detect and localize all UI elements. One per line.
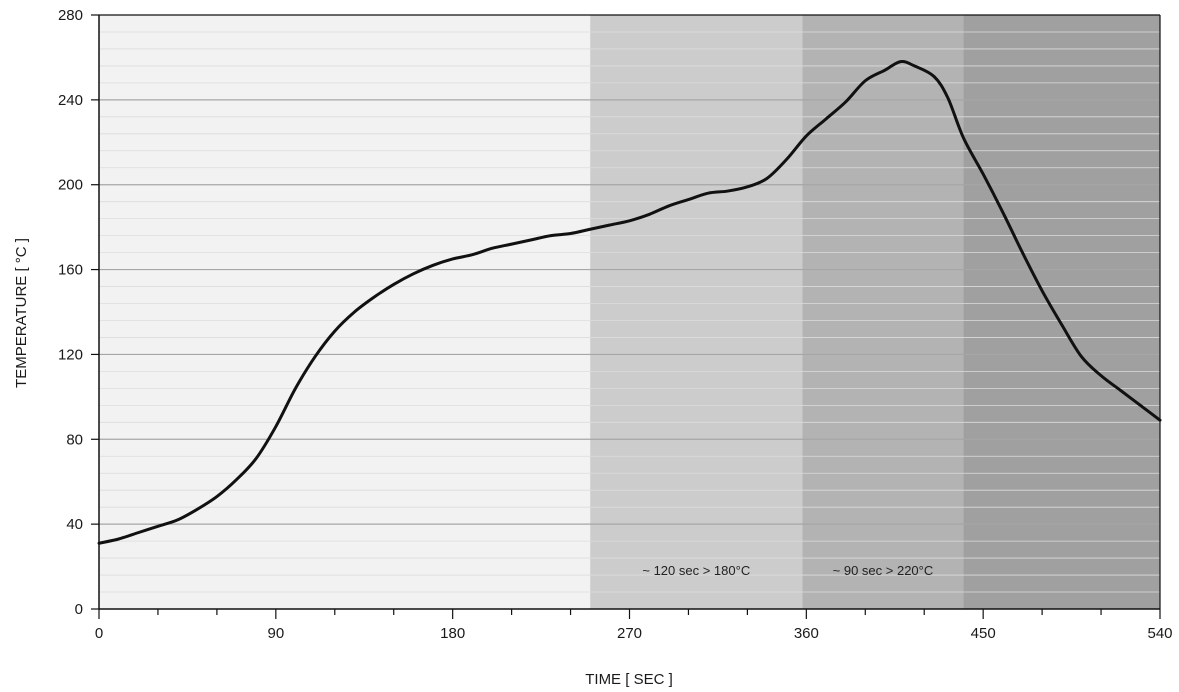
- x-tick-label: 90: [267, 625, 284, 642]
- y-tick-label: 40: [66, 516, 83, 533]
- axes: [91, 14, 1161, 619]
- zone-bands: [99, 15, 1160, 609]
- x-tick-label: 180: [440, 625, 465, 642]
- series-line-0: [97, 60, 1162, 545]
- gridlines: [99, 31, 1160, 593]
- y-tick-label: 240: [58, 92, 83, 109]
- tick-labels: 0 90 180 270 360 450 540 0 40 80 120 160 200 240 280: [58, 7, 1173, 642]
- zone-band-3: [963, 15, 1160, 609]
- x-tick-label: 270: [617, 625, 642, 642]
- x-tick-label: 360: [794, 625, 819, 642]
- zone-label-1: ~ 120 sec > 180°C: [642, 563, 750, 578]
- zone-band-0: [99, 15, 591, 609]
- x-axis-title: TIME [ SEC ]: [585, 671, 673, 688]
- y-tick-label: 200: [58, 177, 83, 194]
- y-tick-label: 160: [58, 262, 83, 279]
- x-tick-label: 540: [1147, 625, 1172, 642]
- zone-band-2: [802, 15, 964, 609]
- y-tick-label: 120: [58, 346, 83, 363]
- y-tick-label: 0: [75, 601, 83, 618]
- zone-band-1: [590, 15, 803, 609]
- y-axis-title: TEMPERATURE [ °C ]: [13, 238, 30, 388]
- x-tick-label: 450: [971, 625, 996, 642]
- x-tick-label: 0: [95, 625, 103, 642]
- zone-labels: ~ 120 sec > 180°C ~ 90 sec > 220°C: [642, 563, 933, 578]
- y-tick-label: 80: [66, 431, 83, 448]
- y-tick-label: 280: [58, 7, 83, 24]
- zone-label-2: ~ 90 sec > 220°C: [833, 563, 934, 578]
- series-group: [97, 60, 1162, 545]
